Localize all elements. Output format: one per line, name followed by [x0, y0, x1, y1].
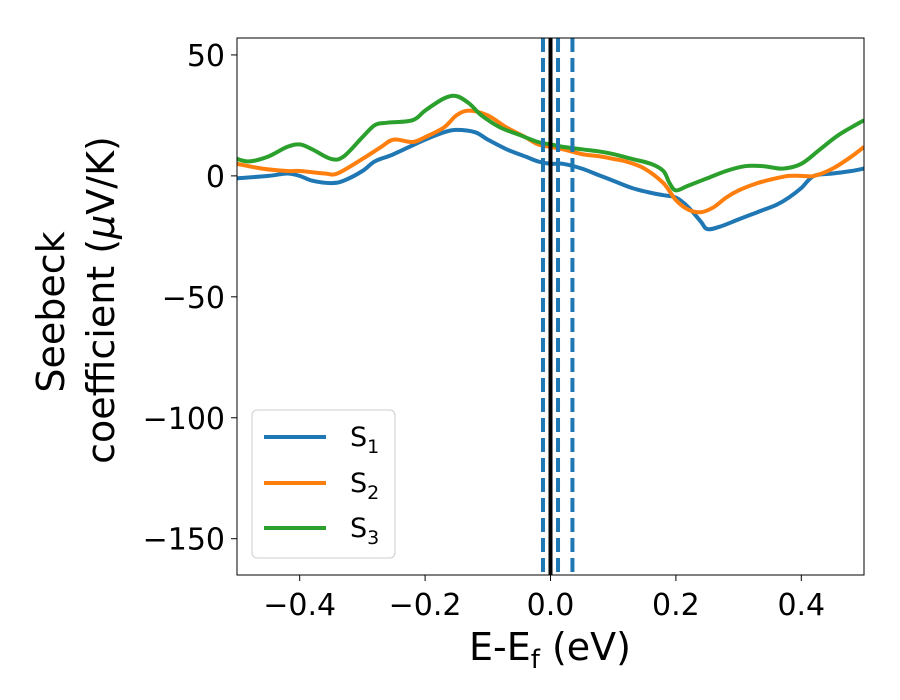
legend-label-s2: S2	[350, 468, 379, 504]
x-tick-label: 0.2	[652, 588, 700, 623]
vline-layer	[540, 38, 575, 575]
legend-label-s1: S1	[350, 422, 379, 458]
y-axis-ticks: 50 0 −50 −100 −150	[143, 39, 237, 558]
x-tick-label: −0.4	[263, 588, 336, 623]
y-tick-label: 50	[187, 39, 225, 74]
y-axis-label-line2: coefficient (μV/K)	[79, 136, 123, 464]
y-axis-label-line1: Seebeck	[29, 231, 73, 392]
y-axis-label: Seebeck coefficient (μV/K)	[29, 136, 123, 464]
y-tick-label: −100	[143, 402, 225, 437]
y-tick-label: −150	[143, 523, 225, 558]
x-tick-label: −0.2	[389, 588, 462, 623]
y-tick-label: 0	[206, 160, 225, 195]
x-axis-ticks: −0.4 −0.2 0.0 0.2 0.4	[263, 575, 825, 623]
x-tick-label: 0.0	[527, 588, 575, 623]
legend-label-s3: S3	[350, 513, 379, 549]
legend: S1 S2 S3	[251, 409, 396, 559]
x-axis-label: E-Ef (eV)	[469, 625, 631, 675]
x-tick-label: 0.4	[777, 588, 825, 623]
y-tick-label: −50	[162, 281, 225, 316]
